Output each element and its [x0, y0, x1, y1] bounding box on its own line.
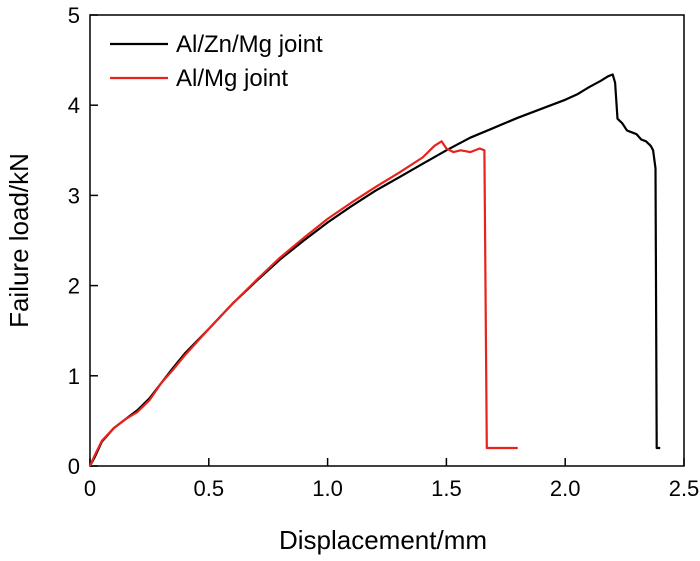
- legend-label-2: Al/Mg joint: [176, 65, 288, 92]
- x-tick-label: 1.0: [312, 476, 343, 501]
- series-layer: [88, 73, 661, 467]
- x-tick-label: 1.5: [431, 476, 462, 501]
- legend: Al/Zn/Mg joint Al/Mg joint: [110, 31, 323, 92]
- x-tick-label: 0.5: [194, 476, 225, 501]
- y-tick-label: 4: [68, 93, 80, 118]
- x-tick-label: 2.5: [669, 476, 700, 501]
- y-tick-label: 0: [68, 454, 80, 479]
- axes: 0 0.5 1.0 1.5 2.0 2.5 0 1 2 3 4 5: [68, 3, 700, 501]
- legend-label-1: Al/Zn/Mg joint: [176, 31, 323, 58]
- y-axis-title: Failure load/kN: [4, 153, 34, 328]
- y-tick-label: 5: [68, 3, 80, 28]
- plot-frame: [89, 14, 685, 467]
- y-tick-label: 1: [68, 364, 80, 389]
- y-tick-label: 2: [68, 274, 80, 299]
- series-line-1: [89, 73, 661, 467]
- y-tick-label: 3: [68, 183, 80, 208]
- series-line-2: [88, 140, 518, 467]
- x-tick-label: 0: [84, 476, 96, 501]
- x-axis-title: Displacement/mm: [279, 525, 487, 555]
- x-tick-label: 2.0: [550, 476, 581, 501]
